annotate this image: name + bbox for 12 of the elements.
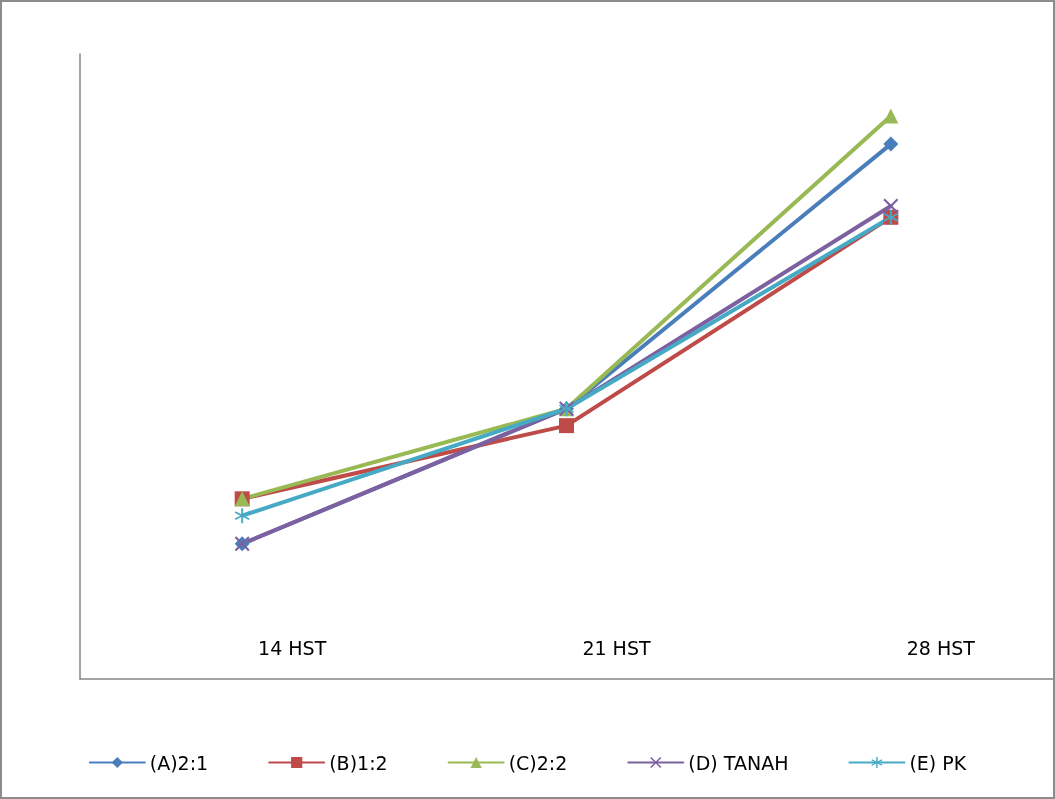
legend-label: (E) PK (909, 751, 967, 774)
x-tick-label: 14 HST (258, 636, 327, 659)
point (883, 136, 899, 152)
x-tick-label: 28 HST (906, 636, 976, 659)
legend-label: (A)2:1 (149, 751, 209, 774)
legend-label: (B)1:2 (329, 751, 388, 774)
x-tick-label: 21 HST (582, 636, 651, 659)
point (883, 198, 899, 214)
legend-label: (C)2:2 (508, 751, 568, 774)
point (234, 508, 250, 524)
legend-label: (D) TANAH (688, 751, 789, 774)
point (559, 418, 574, 434)
